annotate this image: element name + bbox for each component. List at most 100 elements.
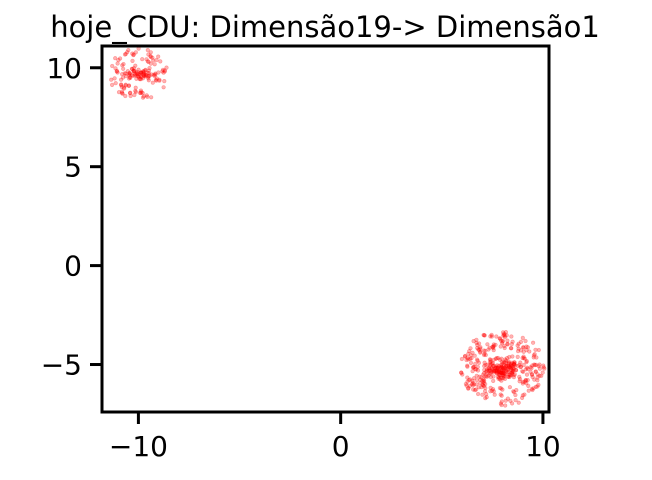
- data-point: [511, 389, 516, 394]
- data-point: [109, 77, 114, 82]
- data-point: [154, 57, 159, 63]
- data-point: [494, 368, 499, 373]
- data-point: [535, 372, 540, 377]
- data-point: [498, 365, 503, 371]
- data-point: [509, 346, 514, 351]
- data-point: [481, 380, 486, 385]
- data-point: [481, 348, 487, 353]
- data-point: [157, 78, 162, 83]
- data-point: [459, 356, 465, 362]
- data-point: [122, 52, 128, 57]
- data-point: [510, 354, 515, 359]
- data-point: [132, 92, 137, 98]
- data-point: [502, 331, 507, 336]
- data-point: [518, 365, 523, 370]
- data-point: [506, 365, 511, 370]
- data-point: [520, 379, 525, 385]
- data-point: [497, 375, 502, 380]
- data-point: [508, 373, 513, 378]
- data-point: [499, 364, 504, 369]
- data-point: [481, 372, 486, 377]
- data-point: [119, 91, 125, 96]
- data-point: [113, 66, 118, 71]
- data-point: [532, 352, 537, 357]
- data-point: [463, 381, 469, 387]
- data-point: [480, 392, 485, 397]
- data-point: [485, 342, 490, 347]
- data-point: [524, 381, 529, 386]
- data-point: [138, 90, 143, 96]
- data-point: [468, 360, 474, 366]
- data-point: [470, 369, 475, 374]
- data-point: [475, 368, 481, 373]
- data-point: [146, 52, 151, 57]
- data-point: [143, 67, 148, 72]
- data-point: [502, 366, 508, 371]
- data-point: [501, 367, 506, 373]
- data-point: [516, 346, 521, 351]
- data-point: [483, 362, 488, 368]
- data-point: [126, 83, 132, 88]
- data-point: [494, 371, 500, 376]
- data-point: [490, 344, 496, 349]
- data-point: [156, 54, 161, 59]
- data-point: [537, 362, 542, 367]
- data-point: [509, 401, 515, 406]
- data-point: [471, 387, 476, 392]
- data-point: [491, 357, 496, 362]
- data-point: [500, 365, 505, 370]
- data-point: [135, 69, 140, 74]
- data-point: [501, 332, 507, 337]
- data-point: [480, 382, 485, 387]
- data-point: [118, 77, 124, 82]
- data-point: [521, 349, 526, 354]
- data-point: [528, 365, 533, 370]
- data-point: [503, 372, 508, 377]
- data-point: [498, 336, 503, 341]
- data-point: [153, 71, 158, 76]
- data-point: [139, 70, 144, 75]
- data-point: [509, 370, 514, 375]
- data-point: [528, 369, 533, 374]
- data-point: [511, 390, 517, 395]
- data-point: [530, 340, 536, 345]
- data-point: [503, 330, 509, 335]
- data-point: [137, 90, 143, 95]
- data-point: [526, 388, 531, 393]
- data-point: [484, 369, 489, 374]
- data-point: [113, 81, 118, 86]
- data-point: [132, 70, 137, 75]
- data-point: [133, 50, 138, 55]
- data-point: [470, 380, 476, 385]
- data-point: [508, 373, 513, 378]
- data-point: [489, 366, 495, 371]
- data-point: [518, 364, 524, 369]
- data-point: [482, 351, 487, 356]
- plot-frame: [100, 44, 551, 414]
- data-point: [482, 371, 487, 376]
- data-point: [140, 90, 145, 96]
- data-point: [474, 382, 479, 387]
- data-point: [148, 61, 153, 66]
- data-point: [505, 338, 510, 343]
- data-point: [490, 345, 495, 350]
- data-point: [162, 69, 167, 74]
- data-point: [491, 378, 496, 384]
- data-point: [508, 346, 514, 351]
- data-point: [474, 373, 479, 378]
- data-point: [130, 51, 135, 56]
- data-point: [505, 342, 510, 347]
- data-point: [493, 366, 498, 371]
- data-point: [501, 366, 507, 371]
- data-point: [130, 66, 135, 72]
- data-point: [161, 70, 166, 75]
- data-point: [509, 360, 515, 365]
- data-point: [509, 362, 514, 367]
- data-point: [508, 398, 513, 403]
- data-point: [504, 364, 509, 369]
- data-point: [133, 85, 138, 90]
- data-point: [537, 366, 543, 371]
- data-point: [476, 391, 481, 397]
- data-point: [142, 74, 147, 79]
- data-point: [500, 387, 505, 392]
